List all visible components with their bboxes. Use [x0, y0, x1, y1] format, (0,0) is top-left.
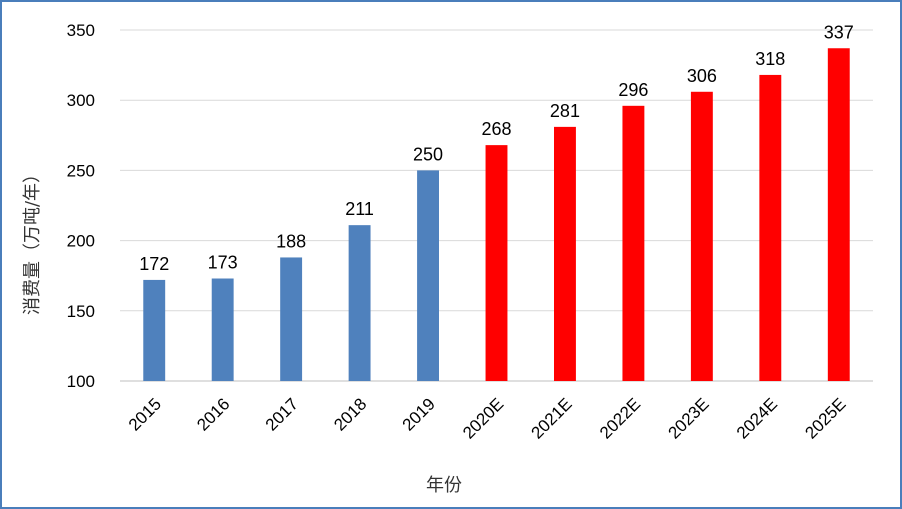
x-tick-label: 2020E — [459, 394, 507, 442]
data-label: 281 — [550, 101, 580, 121]
y-tick-label: 300 — [67, 91, 95, 110]
bar — [827, 48, 850, 381]
data-label: 306 — [687, 66, 717, 86]
y-tick-labels: 100 150 200 250 300 350 — [67, 21, 95, 391]
x-tick-label: 2018 — [330, 394, 370, 434]
data-label: 337 — [824, 22, 854, 42]
x-tick-label: 2016 — [193, 394, 233, 434]
bar — [759, 74, 782, 381]
x-axis-title: 年份 — [426, 475, 462, 496]
y-axis-title: 消费量（万吨/年） — [22, 165, 43, 315]
y-tick-label: 350 — [67, 21, 95, 40]
data-label: 211 — [345, 199, 374, 219]
x-tick-labels: 2015 2016 2017 2018 2019 2020E 2021E 2022E 2023E… — [125, 394, 850, 442]
bar — [348, 225, 371, 381]
bars — [143, 48, 850, 381]
y-tick-label: 200 — [67, 232, 95, 251]
data-label: 172 — [139, 254, 169, 274]
x-tick-label: 2019 — [399, 394, 439, 434]
data-label: 318 — [755, 49, 785, 69]
x-tick-label: 2021E — [528, 394, 576, 442]
bar — [554, 126, 576, 381]
data-labels: 172 173 188 211 250 268 281 296 306 318 337 — [139, 22, 854, 274]
x-tick-label: 2022E — [596, 394, 644, 442]
bar — [690, 91, 713, 381]
bar — [143, 279, 166, 381]
bar — [417, 170, 439, 381]
data-label: 250 — [413, 144, 443, 164]
data-label: 268 — [481, 119, 511, 139]
y-tick-label: 100 — [67, 372, 95, 391]
data-label: 173 — [208, 253, 238, 273]
bar — [622, 105, 645, 381]
x-tick-label: 2023E — [664, 394, 712, 442]
x-tick-label: 2017 — [262, 394, 302, 434]
x-tick-label: 2024E — [733, 394, 781, 442]
data-label: 188 — [276, 231, 306, 251]
y-tick-label: 150 — [67, 302, 95, 321]
y-tick-label: 250 — [67, 161, 95, 180]
data-label: 296 — [618, 80, 648, 100]
bar — [485, 145, 508, 381]
bar — [211, 278, 234, 381]
x-tick-label: 2015 — [125, 394, 165, 434]
gridlines — [120, 29, 873, 382]
bar — [280, 257, 303, 381]
x-tick-label: 2025E — [801, 394, 849, 442]
